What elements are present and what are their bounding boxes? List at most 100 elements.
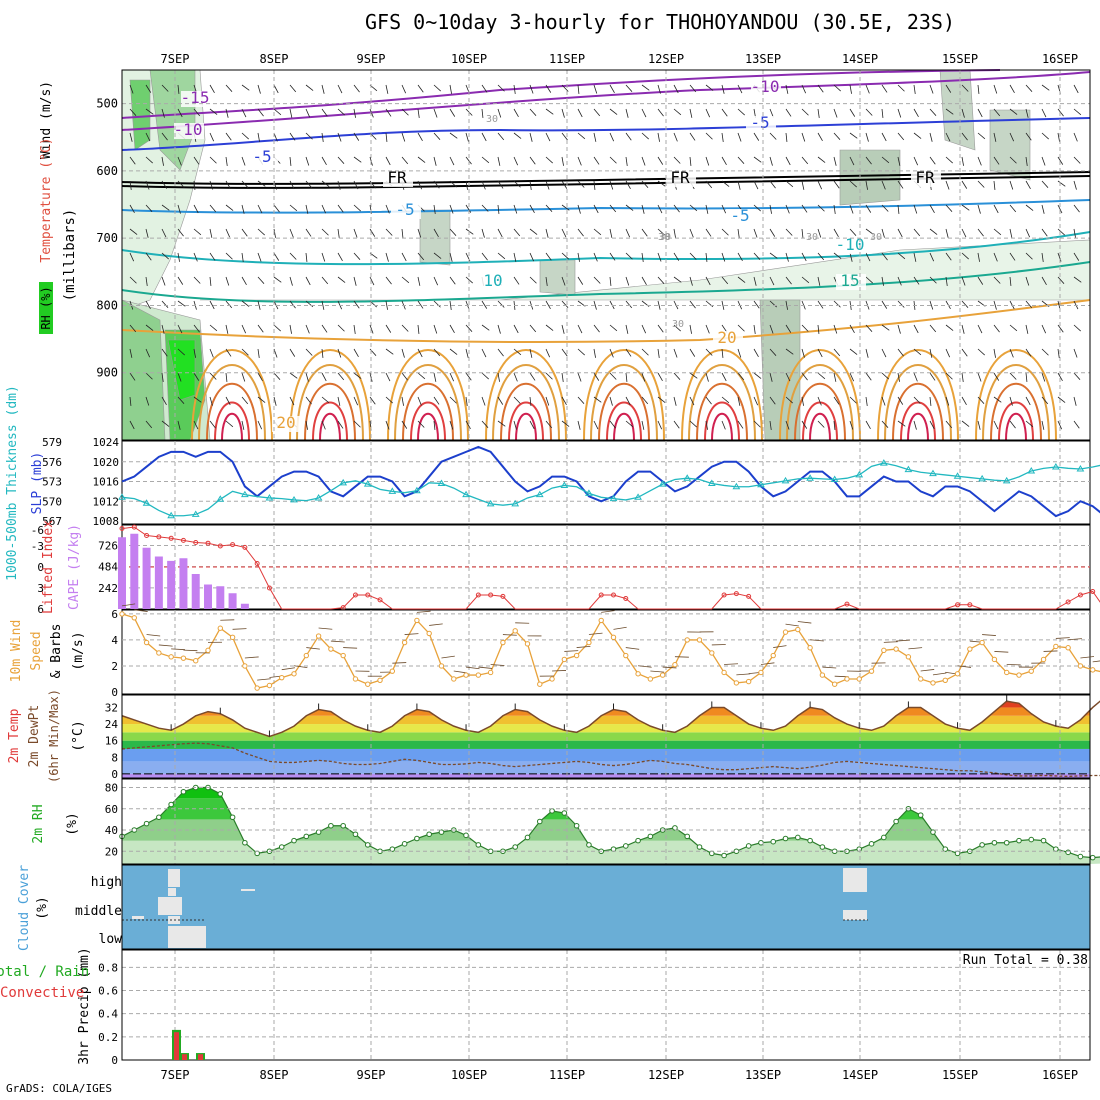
- wind10m-point: [893, 646, 899, 652]
- wind10m-point: [635, 671, 641, 677]
- wind-barb: [305, 180, 313, 189]
- wind-barb: [993, 180, 996, 190]
- wind-barb: [881, 108, 884, 118]
- cape-bar: [142, 547, 151, 609]
- isotherm: [289, 349, 371, 441]
- wind-barb: [673, 84, 679, 94]
- wind-barb: [721, 156, 727, 165]
- wind-barb: [753, 300, 760, 309]
- wind-barb: [257, 324, 264, 333]
- wind-barb: [657, 372, 663, 381]
- wind-barb: [1009, 84, 1015, 93]
- wind-barb: [801, 420, 808, 429]
- wind-barb: [385, 156, 391, 166]
- date-label-top: 13SEP: [745, 52, 781, 66]
- li-point: [746, 593, 752, 599]
- wind-barb: [897, 276, 902, 286]
- wind10m-barb: [257, 678, 271, 681]
- wind-barb: [209, 300, 215, 310]
- day-gridlines: [174, 441, 1061, 524]
- wind10m-barb: [564, 650, 579, 652]
- wind-barb: [945, 108, 954, 115]
- wind-barb: [497, 132, 505, 141]
- wind-barb: [913, 324, 919, 334]
- wind-barb: [769, 420, 772, 430]
- wind-barb: [1025, 132, 1032, 141]
- wind-barb: [977, 180, 985, 188]
- slp-tick-label: 1008: [93, 515, 120, 528]
- li-point: [623, 596, 629, 601]
- wind-barb: [625, 108, 629, 118]
- temperature-contours: [121, 69, 1091, 441]
- wind-barb: [689, 420, 697, 428]
- wind-barb: [177, 396, 185, 404]
- wind-barb: [273, 84, 279, 94]
- wind10m-point: [131, 615, 137, 621]
- wind-barb: [353, 180, 359, 190]
- wind10m-point: [709, 650, 715, 656]
- wind-barb: [529, 204, 535, 213]
- wind10m-point: [856, 676, 862, 682]
- wind-barb: [673, 156, 681, 164]
- wind10m-barb: [330, 640, 345, 643]
- wind-barb: [849, 84, 852, 94]
- wind-barb: [1025, 204, 1034, 211]
- pressure-tick-label: 700: [96, 231, 118, 245]
- wind-barb: [353, 84, 360, 93]
- wind-barb: [865, 396, 868, 406]
- wind10m-point: [561, 656, 568, 663]
- wind10m-point: [389, 668, 396, 674]
- wind-barb: [993, 420, 999, 430]
- rh-region: [939, 69, 976, 151]
- temp2m-axis-label-2: 2m DewPt: [27, 705, 42, 768]
- wind-barb: [561, 180, 568, 189]
- wind-barb: [289, 132, 296, 141]
- wind-barb: [273, 276, 282, 283]
- rh2m-point: [549, 808, 555, 814]
- wind-barb: [353, 276, 357, 286]
- wind-barb: [769, 396, 776, 405]
- rh2m-point: [340, 822, 346, 829]
- wind-barb: [449, 276, 456, 285]
- day-gridlines: [174, 70, 1061, 440]
- isotherm: [900, 401, 936, 441]
- wind-barb: [305, 228, 312, 237]
- wind-barb: [337, 156, 345, 164]
- wind-barb: [433, 228, 439, 237]
- wind-barb: [977, 324, 983, 334]
- wind-barb: [817, 324, 820, 334]
- wind-barb: [1009, 228, 1013, 238]
- wind10m-barb: [1080, 656, 1095, 659]
- contour-label: FR: [387, 168, 407, 187]
- wind-barb: [849, 372, 855, 382]
- wind-barb: [417, 324, 420, 334]
- wind-barb: [817, 396, 822, 406]
- wind-barb: [257, 372, 263, 381]
- wind-barb: [625, 132, 632, 141]
- wind-barb: [721, 420, 726, 430]
- rh2m-point: [1077, 853, 1084, 860]
- wind-barb: [161, 348, 168, 357]
- slp-tick-label: 1020: [93, 456, 120, 469]
- wind-barb: [689, 252, 697, 260]
- isotherm: [515, 412, 537, 441]
- wind10m-barb: [441, 655, 455, 659]
- wind-barb: [449, 300, 452, 310]
- wind-barb: [177, 324, 183, 334]
- wind-barb: [993, 300, 997, 310]
- wind-barb: [577, 252, 580, 262]
- wind-barb: [801, 156, 809, 165]
- thickness-point: [486, 499, 495, 507]
- wind-barb: [145, 276, 148, 286]
- cloud-row-label: high: [91, 875, 122, 890]
- wind-barb: [161, 108, 165, 118]
- wind-barb: [449, 396, 457, 404]
- wind-barb: [673, 396, 677, 406]
- wind-barb: [961, 84, 969, 92]
- wind-barb: [177, 420, 181, 430]
- wind-barb: [241, 396, 249, 405]
- wind-barb: [145, 180, 150, 190]
- wind-barb: [961, 372, 964, 382]
- wind-barb: [705, 180, 713, 189]
- date-label-top: 15SEP: [942, 52, 978, 66]
